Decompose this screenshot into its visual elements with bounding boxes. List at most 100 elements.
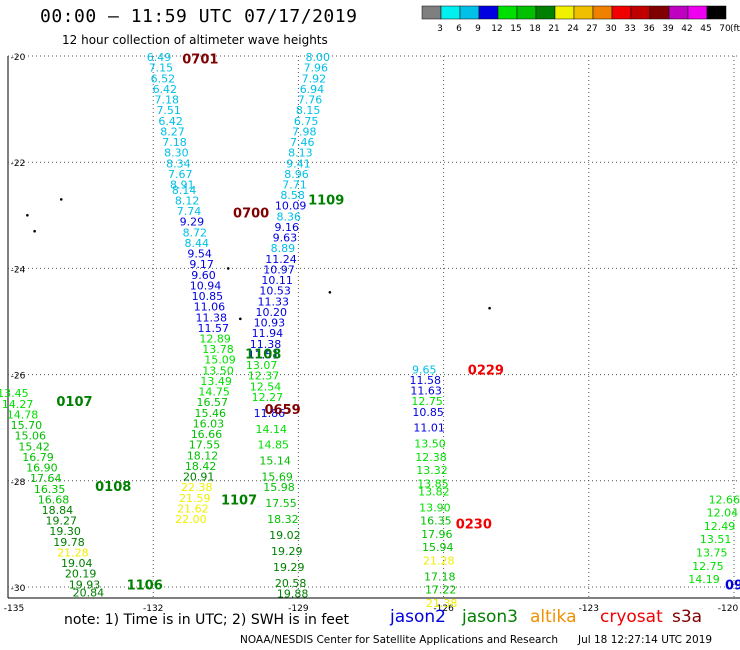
pass-time-label: 0701 <box>182 53 218 68</box>
legend-unit: (ft) <box>730 24 740 34</box>
wave-height-value: 7.18 <box>162 136 187 149</box>
page-title: 00:00 – 11:59 UTC 07/17/2019 <box>40 6 358 27</box>
wave-height-value: 17.55 <box>265 497 297 510</box>
satellite-label-cryosat: cryosat <box>600 607 663 627</box>
wave-height-value: 7.74 <box>177 205 202 218</box>
pass-time-label: 1108 <box>245 347 281 362</box>
wave-height-value: 10.20 <box>256 306 288 319</box>
wave-height-value: 13.45 <box>0 387 29 400</box>
pass-time-label: 0700 <box>233 207 269 222</box>
legend-swatch <box>706 5 727 20</box>
credit-line: NOAA/NESDIS Center for Satellite Applica… <box>240 634 558 646</box>
wave-height-value: 15.46 <box>195 407 227 420</box>
wave-height-value: 10.85 <box>412 406 444 419</box>
satellite-label-jason2: jason2 <box>390 607 446 627</box>
wave-height-value: 8.36 <box>276 210 301 223</box>
wave-height-value: 11.38 <box>196 311 228 324</box>
wave-height-value: 15.06 <box>15 430 47 443</box>
wave-height-value: 11.63 <box>410 385 442 398</box>
wave-height-value: 19.27 <box>45 515 77 528</box>
wave-height-value: 12.89 <box>199 332 231 345</box>
wave-height-value: 21.59 <box>179 492 211 505</box>
island-marker <box>239 317 242 321</box>
wave-height-value: 11.51 <box>248 348 280 361</box>
lat-tick-label: -30 <box>11 584 26 594</box>
wave-height-value: 8.91 <box>170 179 195 192</box>
wave-height-value: 6.42 <box>153 83 178 96</box>
wave-height-value: 7.76 <box>298 94 323 107</box>
legend-tick-label: 18 <box>529 24 541 34</box>
legend-tick-label: 70 <box>719 24 731 34</box>
wave-height-value: 6.52 <box>151 72 176 85</box>
wave-height-value: 9.65 <box>412 363 437 376</box>
wave-height-value: 12.49 <box>704 520 736 533</box>
wave-height-value: 6.42 <box>158 115 183 128</box>
wave-height-value: 13.32 <box>416 464 448 477</box>
wave-height-value: 14.75 <box>198 386 230 399</box>
wave-height-value: 7.15 <box>149 62 174 75</box>
wave-height-value: 12.66 <box>709 493 740 506</box>
legend-tick-label: 30 <box>605 24 617 34</box>
wave-height-value: 20.91 <box>183 471 215 484</box>
wave-height-value: 7.51 <box>156 104 181 117</box>
lon-tick-label: -129 <box>288 604 309 614</box>
wave-height-value: 15.98 <box>263 481 295 494</box>
satellite-label-altika: altika <box>530 607 577 627</box>
wave-height-value: 19.88 <box>277 587 309 600</box>
wave-height-value: 13.49 <box>200 375 232 388</box>
wave-height-value: 19.93 <box>69 578 101 591</box>
wave-height-value: 16.03 <box>193 417 225 430</box>
wave-height-value: 9.60 <box>191 269 216 282</box>
wave-height-value: 10.94 <box>190 279 222 292</box>
legend-tick-label: 33 <box>624 24 635 34</box>
wave-height-value: 9.63 <box>273 232 298 245</box>
wave-height-value: 12.54 <box>250 380 282 393</box>
wave-height-value: 8.30 <box>164 147 189 160</box>
legend-tick-label: 3 <box>437 24 443 34</box>
wave-height-value: 11.38 <box>250 338 282 351</box>
pass-time-label: 1109 <box>308 193 344 208</box>
wave-height-value: 15.09 <box>204 354 236 367</box>
wave-height-value: 15.14 <box>259 455 291 468</box>
wave-height-value: 20.19 <box>65 568 97 581</box>
wave-height-value: 20.84 <box>73 586 105 599</box>
wave-height-value: 9.16 <box>275 221 300 234</box>
wave-height-value: 16.79 <box>22 451 54 464</box>
wave-height-value: 18.32 <box>267 513 299 526</box>
pass-time-label: 0107 <box>56 395 92 410</box>
wave-height-value: 7.46 <box>290 136 315 149</box>
lat-tick-label: -24 <box>11 265 26 275</box>
wave-height-value: 8.27 <box>160 125 185 138</box>
wave-height-value: 13.82 <box>418 485 450 498</box>
legend-tick-label: 9 <box>475 24 481 34</box>
wave-height-value: 9.41 <box>286 157 311 170</box>
legend-tick-label: 27 <box>586 24 597 34</box>
wave-height-value: 16.35 <box>34 483 66 496</box>
wave-height-value: 9.54 <box>187 248 212 261</box>
wave-height-value: 8.34 <box>166 157 191 170</box>
wave-height-value: 10.53 <box>259 285 291 298</box>
wave-height-value: 16.57 <box>196 396 228 409</box>
wave-height-value: 14.19 <box>688 573 720 586</box>
island-marker <box>59 198 63 201</box>
pass-time-label: 09 <box>725 578 740 593</box>
wave-height-value: 21.28 <box>57 546 89 559</box>
pass-time-label: 0230 <box>456 517 492 532</box>
page-subtitle: 12 hour collection of altimeter wave hei… <box>62 33 328 47</box>
wave-height-value: 10.85 <box>192 290 224 303</box>
wave-height-value: 12.27 <box>252 391 284 404</box>
legend-tick-label: 12 <box>491 24 502 34</box>
wave-height-value: 21.38 <box>426 597 458 610</box>
wave-height-value: 17.22 <box>425 584 457 597</box>
pass-time-label: 0659 <box>265 403 301 418</box>
wave-height-value: 12.38 <box>415 451 447 464</box>
wave-height-value: 13.07 <box>246 359 278 372</box>
wave-height-value: 7.67 <box>168 168 193 181</box>
lon-tick-label: -120 <box>718 604 739 614</box>
legend-tick-label: 42 <box>681 24 692 34</box>
wave-height-value: 16.90 <box>26 462 58 475</box>
wave-height-value: 14.14 <box>256 423 288 436</box>
wave-height-value: 8.58 <box>280 189 305 202</box>
